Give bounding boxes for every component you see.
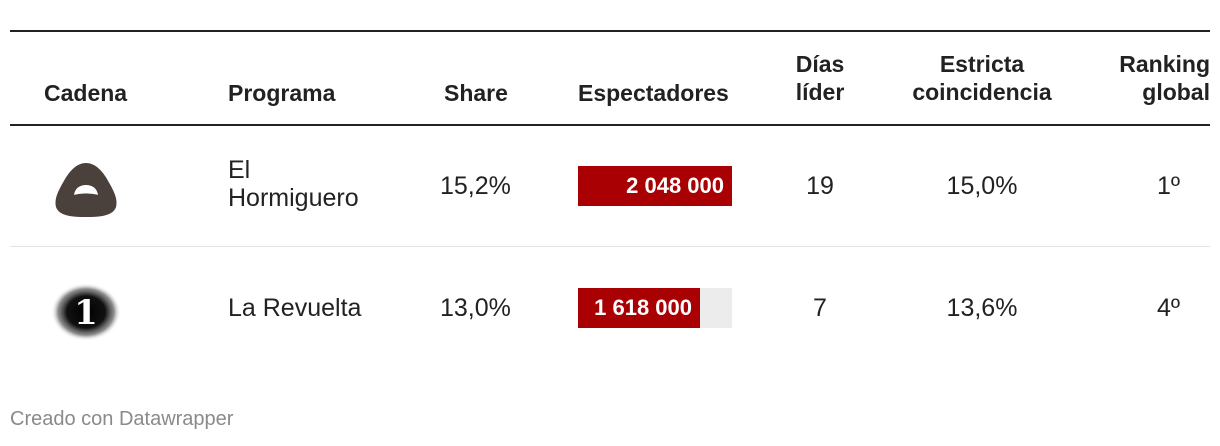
header-ranking-global: Ranking global — [1090, 50, 1210, 106]
ranking-cell: 1º — [1156, 172, 1180, 200]
espectadores-bar-track: 1 618 000 — [578, 288, 732, 328]
antena3-logo — [55, 163, 117, 217]
svg-text:1: 1 — [74, 293, 98, 333]
header-dias-lider: Días líder — [780, 50, 860, 106]
header-estricta-line1: Estricta — [939, 51, 1025, 77]
header-dias-lider-line1: Días — [795, 51, 845, 77]
datawrapper-credit: Creado con Datawrapper — [10, 408, 234, 430]
header-ranking-line1: Ranking — [1119, 51, 1210, 77]
header-ranking-line2: global — [1142, 79, 1210, 105]
espectadores-bar: 2 048 000 — [578, 166, 732, 206]
dias-lider-cell: 7 — [813, 294, 827, 322]
table-header-rule — [10, 124, 1210, 126]
header-cadena: Cadena — [44, 80, 128, 106]
dias-lider-cell: 19 — [806, 172, 834, 200]
header-share: Share — [444, 80, 508, 106]
programa-cell: La Revuelta — [228, 294, 362, 322]
estricta-cell: 15,0% — [946, 172, 1018, 200]
header-estricta-line2: coincidencia — [912, 79, 1052, 105]
programa-cell: El Hormiguero — [228, 156, 359, 212]
ranking-cell: 4º — [1156, 294, 1180, 322]
header-espectadores: Espectadores — [578, 80, 729, 106]
programa-line1: El — [228, 156, 251, 184]
header-programa: Programa — [228, 80, 336, 106]
share-cell: 15,2% — [440, 172, 511, 200]
header-dias-lider-line2: líder — [795, 79, 845, 105]
table-row-divider — [10, 246, 1210, 247]
espectadores-bar-track: 2 048 000 — [578, 166, 732, 206]
programa-line2: Hormiguero — [228, 184, 359, 212]
table-top-rule — [10, 30, 1210, 32]
espectadores-bar: 1 618 000 — [578, 288, 700, 328]
header-estricta-coincidencia: Estricta coincidencia — [902, 50, 1062, 106]
la1-logo: 1 — [51, 283, 121, 341]
share-cell: 13,0% — [440, 294, 511, 322]
estricta-cell: 13,6% — [946, 294, 1018, 322]
espectadores-label: 2 048 000 — [626, 173, 724, 198]
espectadores-label: 1 618 000 — [594, 295, 692, 320]
